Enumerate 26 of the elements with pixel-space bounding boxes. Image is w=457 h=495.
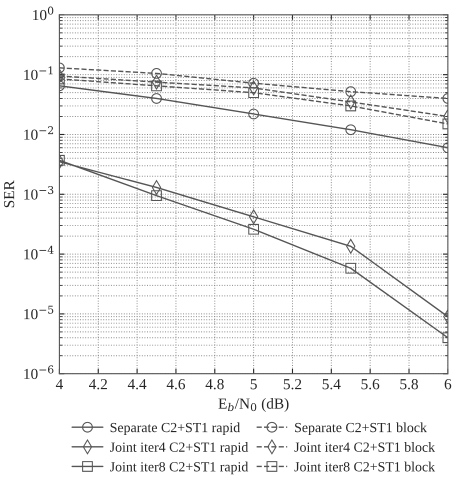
y-tick-label: 10$^{0}$: [33, 6, 54, 20]
legend-label: Joint iter8 C2+ST1 block: [294, 462, 436, 472]
y-tick-label: 10$^{−6}$: [24, 365, 54, 380]
y-tick-label: 10$^{−3}$: [24, 186, 54, 200]
x-tick-label: 4.2: [89, 379, 107, 390]
legend-label: Joint iter4 C2+ST1 block: [294, 442, 436, 452]
legend-label: Joint iter8 C2+ST1 rapid: [110, 462, 248, 474]
x-axis-title: E$_{b}$/N$_{0}$ (dB): [218, 398, 289, 412]
x-tick-label: 5.2: [284, 379, 302, 390]
x-tick-label: 4.8: [206, 379, 224, 390]
x-tick-label: 5: [250, 379, 257, 390]
y-tick-label: 10$^{−5}$: [24, 306, 54, 320]
x-tick-label: 4.4: [128, 379, 146, 390]
y-tick-label: 10$^{−4}$: [24, 246, 54, 260]
x-tick-label: 5.6: [362, 379, 380, 390]
x-tick-label: 5.8: [400, 379, 418, 390]
y-tick-label: 10$^{−2}$: [24, 126, 54, 140]
legend-label: Joint iter4 C2+ST1 rapid: [110, 442, 248, 455]
x-tick-label: 6: [444, 379, 452, 390]
legend-label: Separate C2+ST1 block: [295, 422, 427, 436]
x-tick-label: 5.4: [322, 379, 341, 390]
y-axis-title: SER: [4, 180, 14, 208]
y-tick-label: 10$^{−1}$: [24, 66, 53, 80]
x-tick-label: 4: [56, 379, 63, 390]
x-tick-label: 4.6: [166, 379, 186, 390]
legend-label: Separate C2+ST1 rapid: [110, 422, 240, 436]
